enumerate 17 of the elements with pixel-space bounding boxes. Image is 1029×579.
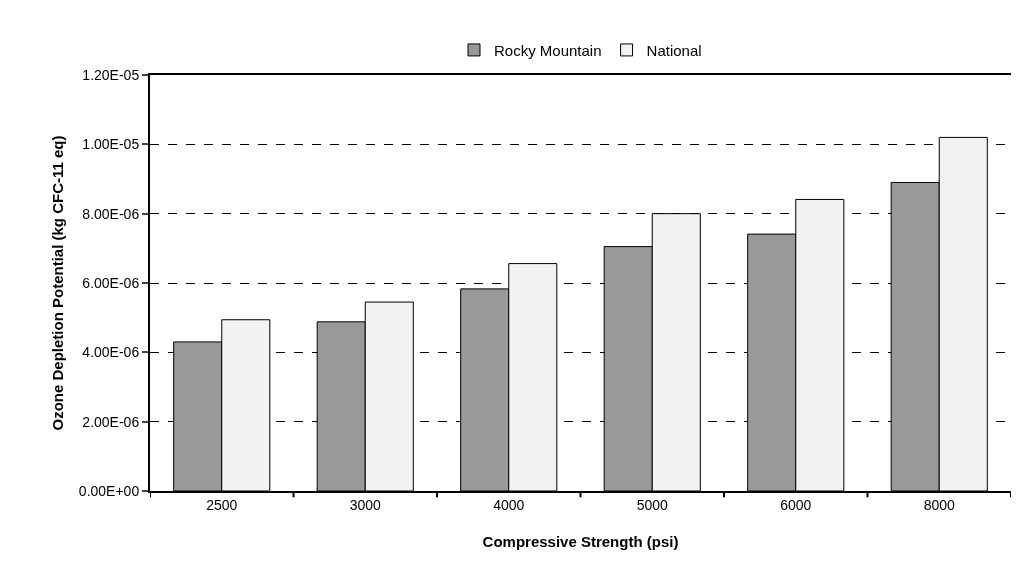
x-tick-label: 8000 bbox=[923, 496, 956, 513]
legend-label: Rocky Mountain bbox=[494, 41, 602, 59]
x-tick-label: 4000 bbox=[493, 496, 525, 513]
x-tick-label: 2500 bbox=[206, 496, 238, 513]
x-tick-label: 3000 bbox=[349, 496, 382, 513]
y-tick-label: 8.00E-06 bbox=[82, 205, 140, 222]
legend-label: National bbox=[646, 41, 702, 59]
y-tick-label: 2.00E-06 bbox=[82, 413, 140, 430]
y-tick-label: 4.00E-06 bbox=[82, 344, 140, 361]
x-tick-label: 6000 bbox=[780, 496, 812, 513]
x-axis-title: Compressive Strength (psi) bbox=[482, 533, 679, 551]
y-tick-label: 6.00E-06 bbox=[82, 274, 140, 291]
x-tick-label: 5000 bbox=[636, 496, 669, 513]
y-tick-label: 0.00E+00 bbox=[78, 482, 140, 499]
y-tick-label: 1.20E-05 bbox=[82, 66, 140, 83]
y-axis-title: Ozone Depletion Potential (kg CFC-11 eq) bbox=[48, 135, 66, 431]
y-tick-label: 1.00E-05 bbox=[82, 136, 140, 153]
